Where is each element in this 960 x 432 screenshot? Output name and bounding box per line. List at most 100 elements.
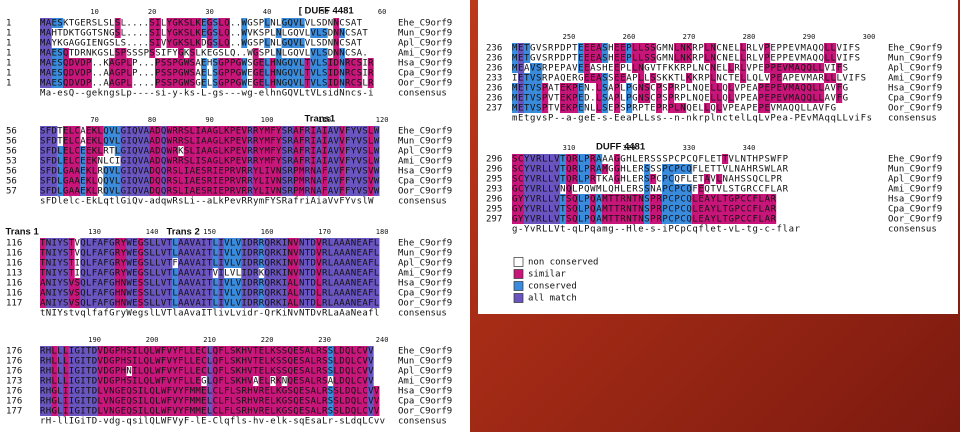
residue-cell bbox=[644, 164, 651, 174]
residue-cell bbox=[339, 298, 345, 308]
residue-cell bbox=[373, 248, 380, 258]
residue-cell bbox=[40, 298, 46, 308]
residue-cell bbox=[252, 278, 259, 288]
residue-cell bbox=[137, 278, 144, 288]
sequence: SCYVRLLVTQRLPRAAAGGHLERSSSPCPCQFLETTVLNT… bbox=[512, 155, 789, 165]
residue-cell bbox=[316, 126, 322, 136]
residue-cell bbox=[566, 83, 573, 93]
residue-cell bbox=[109, 386, 115, 396]
sequence-name: Oor_C9orf9 bbox=[398, 187, 452, 197]
residue-cell bbox=[287, 136, 294, 146]
residue-cell bbox=[252, 176, 259, 186]
residue-cell bbox=[321, 126, 328, 136]
residue-cell bbox=[686, 73, 693, 83]
residue-cell bbox=[137, 356, 144, 366]
residue-cell bbox=[218, 376, 225, 386]
residue-cell bbox=[764, 214, 771, 224]
residue-cell bbox=[644, 194, 651, 204]
residue-cell bbox=[189, 156, 196, 166]
residue-cell bbox=[650, 204, 657, 214]
residue-cell bbox=[344, 58, 351, 68]
residue-cell bbox=[212, 186, 219, 196]
residue-cell bbox=[650, 53, 657, 63]
residue-cell bbox=[155, 126, 161, 136]
sequence-name: Ami_C9orf9 bbox=[888, 74, 942, 84]
residue-cell bbox=[218, 278, 225, 288]
residue-cell bbox=[512, 63, 519, 73]
residue-cell bbox=[764, 53, 771, 63]
residue-cell bbox=[542, 214, 549, 224]
residue-cell bbox=[235, 238, 242, 248]
residue-cell bbox=[109, 78, 115, 88]
residue-cell bbox=[310, 366, 317, 376]
residue-cell bbox=[316, 406, 322, 416]
residue-cell bbox=[722, 214, 729, 224]
residue-cell bbox=[310, 126, 317, 136]
residue-cell bbox=[166, 58, 173, 68]
sequence-name: Oor_C9orf9 bbox=[888, 215, 942, 225]
residue-cell bbox=[235, 186, 242, 196]
residue-cell bbox=[51, 156, 58, 166]
residue-cell bbox=[97, 268, 104, 278]
residue-cell bbox=[800, 63, 807, 73]
residue-cell bbox=[183, 156, 190, 166]
residue-cell bbox=[824, 43, 831, 53]
legend-label: similar bbox=[528, 270, 567, 280]
residue-cell bbox=[166, 258, 173, 268]
sequence: GCYVRLLVNQLPQWMLQHLERSSNAPCPCQFEQTVLSTGR… bbox=[512, 185, 789, 195]
residue-cell bbox=[229, 126, 236, 136]
residue-cell bbox=[224, 238, 230, 248]
residue-cell bbox=[362, 136, 368, 146]
residue-cell bbox=[275, 366, 282, 376]
residue-cell bbox=[356, 126, 363, 136]
residue-cell bbox=[86, 68, 92, 78]
residue-cell bbox=[172, 38, 179, 48]
residue-cell bbox=[143, 146, 150, 156]
residue-cell bbox=[212, 18, 219, 28]
residue-cell bbox=[57, 146, 64, 156]
residue-cell bbox=[264, 176, 271, 186]
residue-cell bbox=[333, 156, 340, 166]
residue-cell bbox=[698, 194, 705, 204]
residue-cell bbox=[68, 238, 75, 248]
residue-cell bbox=[229, 136, 236, 146]
residue-cell bbox=[63, 78, 69, 88]
residue-cell bbox=[704, 204, 711, 214]
residue-cell bbox=[143, 376, 150, 386]
residue-cell bbox=[137, 248, 144, 258]
residue-cell bbox=[321, 366, 328, 376]
residue-cell bbox=[258, 78, 265, 88]
residue-cell bbox=[367, 356, 374, 366]
residue-cell bbox=[373, 288, 380, 298]
residue-cell bbox=[166, 166, 173, 176]
residue-cell bbox=[356, 356, 363, 366]
residue-cell bbox=[224, 298, 230, 308]
residue-cell bbox=[172, 28, 179, 38]
residue-cell bbox=[80, 356, 87, 366]
residue-cell bbox=[293, 238, 299, 248]
residue-cell bbox=[321, 238, 328, 248]
residue-cell bbox=[218, 386, 225, 396]
residue-cell bbox=[356, 58, 363, 68]
residue-cell bbox=[373, 166, 380, 176]
residue-cell bbox=[235, 288, 242, 298]
residue-cell bbox=[103, 186, 110, 196]
residue-cell bbox=[373, 268, 380, 278]
residue-cell bbox=[293, 146, 299, 156]
residue-cell bbox=[155, 268, 161, 278]
sequence-name: Apl_C9orf9 bbox=[398, 147, 452, 157]
residue-cell bbox=[824, 53, 831, 63]
residue-cell bbox=[287, 406, 294, 416]
residue-cell bbox=[166, 248, 173, 258]
sequence-name: Oor_C9orf9 bbox=[398, 79, 452, 89]
residue-cell bbox=[241, 376, 248, 386]
residue-cell bbox=[120, 298, 127, 308]
residue-cell bbox=[674, 204, 681, 214]
residue-cell bbox=[229, 406, 236, 416]
residue-cell bbox=[120, 186, 127, 196]
residue-cell bbox=[201, 28, 207, 38]
residue-cell bbox=[293, 356, 299, 366]
residue-cell bbox=[218, 298, 225, 308]
region-label: DUFF 4481 bbox=[596, 142, 646, 153]
